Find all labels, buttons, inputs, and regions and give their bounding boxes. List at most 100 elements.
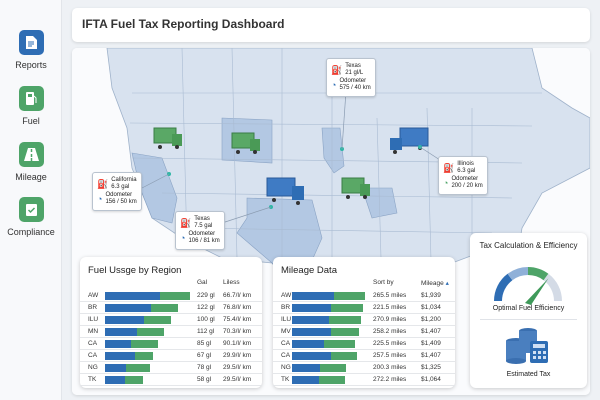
bar-segment-green bbox=[331, 304, 363, 312]
table-row[interactable]: ILU 100 gl 75.4/l/ km bbox=[80, 314, 262, 326]
callout-odo: 106 / 81 km bbox=[188, 238, 220, 244]
cell-gal: 85 gl bbox=[197, 340, 212, 347]
bar-segment-blue bbox=[292, 364, 320, 372]
table-row[interactable]: CA 67 gl 29.9/l/ km bbox=[80, 350, 262, 362]
region-label: AW bbox=[281, 292, 292, 299]
cell-amount: $1,409 bbox=[421, 340, 441, 347]
cell-gal: 58 gl bbox=[197, 376, 212, 383]
cell-rate: 29.9/l/ km bbox=[223, 352, 252, 359]
callout-fuel: 6.3 gal bbox=[457, 168, 476, 174]
region-label: BR bbox=[281, 304, 291, 311]
cell-amount: $1,200 bbox=[421, 316, 441, 323]
map-callout-illinois[interactable]: ⛽ Illinois 6.3 gal ◔ Odometer 200 / 20 km bbox=[438, 156, 488, 195]
map-callout-california[interactable]: ⛽ California 6.3 gal ◔ Odometer 156 / 50 km bbox=[92, 172, 142, 211]
bar-segment-blue bbox=[292, 340, 325, 348]
bar-segment-blue bbox=[292, 316, 330, 324]
truck-icon bbox=[390, 127, 429, 154]
cell-gal: 112 gl bbox=[197, 328, 215, 335]
region-label: CA bbox=[88, 352, 98, 359]
column-header-gal: Gal bbox=[197, 279, 208, 286]
truck-icon bbox=[266, 177, 304, 205]
region-label: TK bbox=[88, 376, 97, 383]
truck-icon bbox=[341, 177, 370, 199]
mileage-title: Mileage Data bbox=[281, 265, 337, 276]
bar-segment-green bbox=[124, 376, 144, 384]
region-label: ILU bbox=[281, 316, 292, 323]
cell-miles: 225.5 miles bbox=[373, 340, 407, 347]
bar-segment-green bbox=[333, 292, 365, 300]
table-row[interactable]: CA 257.5 miles $1,407 bbox=[273, 350, 455, 362]
odometer-icon: ◔ bbox=[443, 177, 449, 188]
table-row[interactable]: ILU 270.9 miles $1,200 bbox=[273, 314, 455, 326]
mileage-card: Mileage Data Sort by Mileage ▴ AW 265.5 m… bbox=[273, 257, 455, 388]
table-row[interactable]: BR 221.5 miles $1,034 bbox=[273, 302, 455, 314]
table-row[interactable]: CA 85 gl 90.1/l/ km bbox=[80, 338, 262, 350]
document-icon bbox=[18, 30, 44, 55]
stacked-bar bbox=[292, 364, 346, 372]
callout-odo: 200 / 20 km bbox=[451, 183, 483, 189]
callout-odo-label: Odometer bbox=[339, 78, 367, 84]
stacked-bar bbox=[292, 304, 363, 312]
road-icon bbox=[18, 142, 44, 167]
bar-segment-blue bbox=[292, 292, 334, 300]
column-header-sort[interactable]: Sort by bbox=[373, 279, 394, 286]
bar-segment-blue bbox=[292, 352, 332, 360]
cell-rate: 90.1/l/ km bbox=[223, 340, 252, 347]
region-label: BR bbox=[88, 304, 98, 311]
callout-odo-label: Odometer bbox=[188, 231, 216, 237]
tax-title: Tax Calculation & Efficiency bbox=[479, 241, 578, 250]
table-row[interactable]: MN 112 gl 70.3/l/ km bbox=[80, 326, 262, 338]
cell-miles: 258.2 miles bbox=[373, 328, 407, 335]
callout-state: California bbox=[111, 177, 137, 183]
bar-segment-blue bbox=[105, 376, 125, 384]
callout-fuel: 21 gl/L bbox=[345, 70, 364, 76]
stacked-bar bbox=[292, 352, 357, 360]
cell-gal: 78 gl bbox=[197, 364, 212, 371]
cell-amount: $1,939 bbox=[421, 292, 441, 299]
cell-amount: $1,325 bbox=[421, 364, 441, 371]
cell-miles: 221.5 miles bbox=[373, 304, 407, 311]
table-row[interactable]: NG 78 gl 29.5/l/ km bbox=[80, 362, 262, 374]
table-row[interactable]: AW 229 gl 66.7/l/ km bbox=[80, 290, 262, 302]
table-row[interactable]: BR 122 gl 76.8/l/ km bbox=[80, 302, 262, 314]
cell-rate: 76.8/l/ km bbox=[223, 304, 252, 311]
bar-segment-green bbox=[330, 328, 360, 336]
bar-segment-green bbox=[319, 376, 345, 384]
callout-fuel: 7.5 gal bbox=[194, 223, 213, 229]
bar-segment-blue bbox=[292, 376, 319, 384]
callout-odo-label: Odometer bbox=[451, 176, 479, 182]
clipboard-check-icon bbox=[18, 197, 44, 222]
stacked-bar bbox=[105, 352, 154, 360]
callout-odo: 575 / 40 km bbox=[339, 85, 371, 91]
sidebar-item-compliance[interactable]: Compliance bbox=[0, 197, 62, 237]
region-label: CA bbox=[88, 340, 98, 347]
table-row[interactable]: CA 225.5 miles $1,409 bbox=[273, 338, 455, 350]
bar-segment-green bbox=[134, 352, 154, 360]
table-row[interactable]: TK 58 gl 29.5/l/ km bbox=[80, 374, 262, 386]
cell-miles: 265.5 miles bbox=[373, 292, 407, 299]
cell-amount: $1,034 bbox=[421, 304, 441, 311]
stacked-bar bbox=[105, 340, 158, 348]
sidebar-item-reports[interactable]: Reports bbox=[0, 30, 62, 70]
fuel-usage-card: Fuel Ussge by Region Gal Liless AW 229 gl… bbox=[80, 257, 262, 388]
table-row[interactable]: TK 272.2 miles $1,064 bbox=[273, 374, 455, 386]
column-header-mileage[interactable]: Mileage ▴ bbox=[421, 279, 449, 287]
map-callout-texas[interactable]: ⛽ Texas 7.5 gal ◔ Odometer 106 / 81 km bbox=[175, 211, 225, 250]
sidebar-item-fuel[interactable]: Fuel bbox=[0, 86, 62, 126]
bar-segment-blue bbox=[105, 292, 161, 300]
callout-odo: 156 / 50 km bbox=[105, 199, 137, 205]
region-label: AW bbox=[88, 292, 99, 299]
cell-miles: 200.3 miles bbox=[373, 364, 407, 371]
table-row[interactable]: NG 200.3 miles $1,325 bbox=[273, 362, 455, 374]
sidebar-item-mileage[interactable]: Mileage bbox=[0, 142, 62, 182]
map-callout-texas-north[interactable]: ⛽ Texas 21 gl/L ◔ Odometer 575 / 40 km bbox=[326, 58, 376, 97]
cell-miles: 270.9 miles bbox=[373, 316, 407, 323]
region-label: MN bbox=[88, 328, 99, 335]
cell-miles: 257.5 miles bbox=[373, 352, 407, 359]
truck-icon bbox=[231, 132, 260, 154]
table-row[interactable]: MV 258.2 miles $1,407 bbox=[273, 326, 455, 338]
region-label: CA bbox=[281, 352, 291, 359]
table-row[interactable]: AW 265.5 miles $1,939 bbox=[273, 290, 455, 302]
column-header-rate: Liless bbox=[223, 279, 240, 286]
stacked-bar bbox=[105, 328, 165, 336]
